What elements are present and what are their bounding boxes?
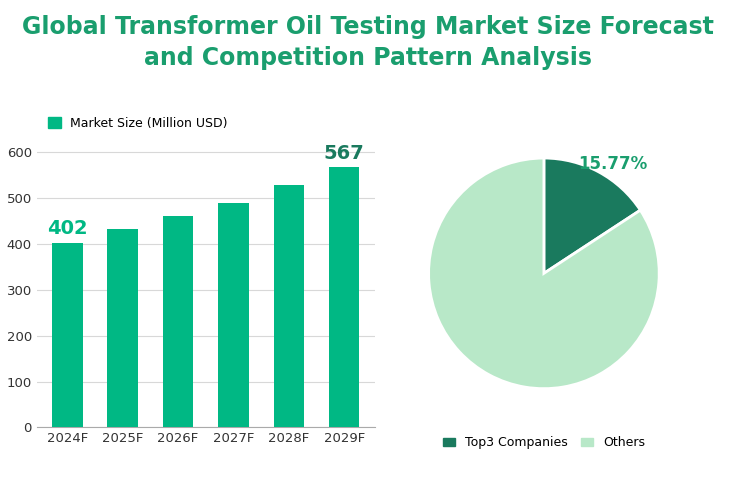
Legend: Top3 Companies, Others: Top3 Companies, Others (438, 431, 650, 454)
Wedge shape (429, 158, 659, 389)
Text: 567: 567 (324, 144, 365, 163)
Bar (107, 229, 138, 427)
Legend: Market Size (Million USD): Market Size (Million USD) (43, 112, 233, 135)
Bar (329, 167, 359, 427)
Text: 402: 402 (47, 219, 87, 239)
Text: 15.77%: 15.77% (578, 155, 648, 173)
Text: Global Transformer Oil Testing Market Size Forecast
and Competition Pattern Anal: Global Transformer Oil Testing Market Si… (21, 15, 714, 70)
Bar (52, 243, 82, 427)
Bar (163, 216, 193, 427)
Text: Market Size Forecast: Market Size Forecast (94, 458, 284, 474)
Wedge shape (544, 158, 640, 273)
Bar (218, 203, 248, 427)
Text: Competition Pattern in 2023: Competition Pattern in 2023 (417, 458, 674, 474)
Bar (273, 185, 304, 427)
